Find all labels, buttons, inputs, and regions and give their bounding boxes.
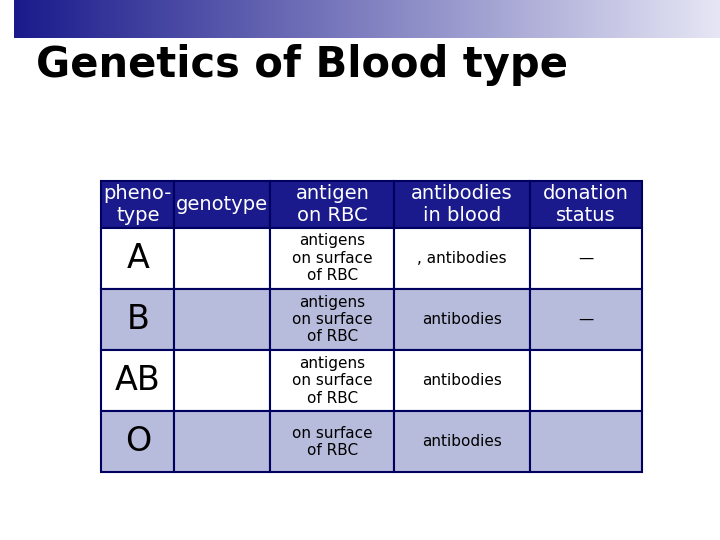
Bar xyxy=(530,228,642,289)
Bar xyxy=(101,228,174,289)
Bar xyxy=(174,181,270,228)
Bar xyxy=(101,411,174,472)
Text: on surface
of RBC: on surface of RBC xyxy=(292,426,373,458)
Text: —: — xyxy=(578,312,594,327)
Bar xyxy=(270,289,395,350)
Text: —: — xyxy=(578,251,594,266)
Text: antibodies: antibodies xyxy=(422,312,502,327)
Bar xyxy=(101,350,174,411)
Text: A: A xyxy=(127,242,149,275)
Bar xyxy=(395,289,530,350)
Bar xyxy=(270,411,395,472)
Bar xyxy=(395,411,530,472)
Bar xyxy=(395,228,530,289)
Text: antibodies
in blood: antibodies in blood xyxy=(411,184,513,225)
Text: B: B xyxy=(127,303,149,336)
Bar xyxy=(530,350,642,411)
Bar xyxy=(530,181,642,228)
Bar xyxy=(395,181,530,228)
Text: antibodies: antibodies xyxy=(422,434,502,449)
Bar xyxy=(395,350,530,411)
Text: antigens
on surface
of RBC: antigens on surface of RBC xyxy=(292,295,373,345)
Bar xyxy=(270,350,395,411)
Text: Genetics of Blood type: Genetics of Blood type xyxy=(36,44,568,86)
Bar xyxy=(174,350,270,411)
Bar xyxy=(270,181,395,228)
Bar xyxy=(174,228,270,289)
Text: , antibodies: , antibodies xyxy=(417,251,507,266)
Bar xyxy=(101,289,174,350)
Text: donation
status: donation status xyxy=(543,184,629,225)
Text: O: O xyxy=(125,425,151,458)
Text: antigen
on RBC: antigen on RBC xyxy=(295,184,369,225)
Bar xyxy=(530,411,642,472)
Text: pheno-
type: pheno- type xyxy=(104,184,172,225)
Bar xyxy=(174,289,270,350)
Text: genotype: genotype xyxy=(176,195,269,214)
Bar xyxy=(101,181,174,228)
Bar xyxy=(530,289,642,350)
Bar xyxy=(270,228,395,289)
Text: antigens
on surface
of RBC: antigens on surface of RBC xyxy=(292,356,373,406)
Bar xyxy=(174,411,270,472)
Text: antibodies: antibodies xyxy=(422,373,502,388)
Text: AB: AB xyxy=(115,364,161,397)
Text: antigens
on surface
of RBC: antigens on surface of RBC xyxy=(292,233,373,284)
